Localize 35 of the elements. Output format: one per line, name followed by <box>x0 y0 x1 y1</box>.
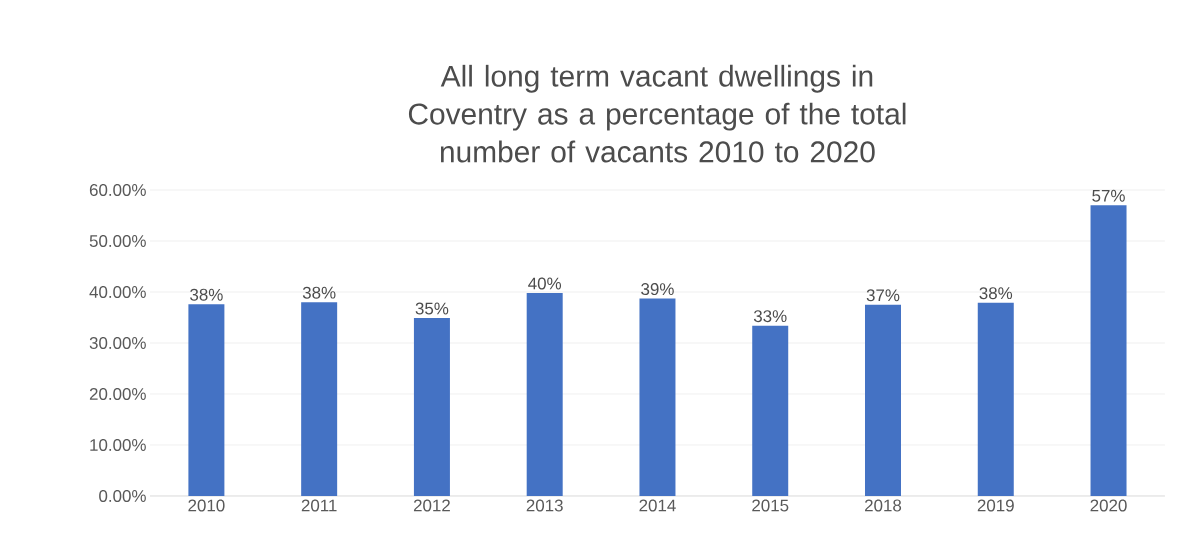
y-tick-label: 40.00% <box>89 285 146 298</box>
x-tick-label: 2010 <box>188 499 225 512</box>
y-tick-label: 20.00% <box>89 387 146 400</box>
x-tick-label: 2012 <box>413 499 450 512</box>
x-tick-label: 2014 <box>639 499 676 512</box>
x-tick-label: 2018 <box>865 499 902 512</box>
bar <box>188 304 225 496</box>
data-label: 33% <box>753 310 787 323</box>
data-label: 35% <box>415 302 449 315</box>
bar <box>413 318 450 496</box>
y-tick-label: 60.00% <box>89 183 146 196</box>
x-tick-label: 2011 <box>301 499 337 512</box>
x-tick-label: 2019 <box>977 499 1014 512</box>
chart-title: All long term vacant dwellings in Coventry as a percentage of the total number of vacants 2010 to 2020 <box>408 64 906 163</box>
data-label: 39% <box>641 283 674 296</box>
bar <box>301 302 338 496</box>
y-tick-label: 50.00% <box>89 234 146 247</box>
y-tick-label: 0.00% <box>99 489 146 502</box>
data-label: 37% <box>866 289 900 302</box>
x-tick-label: 2015 <box>752 499 789 512</box>
data-label: 38% <box>190 288 223 301</box>
y-tick-label: 30.00% <box>89 336 146 349</box>
bar <box>865 304 901 496</box>
data-label: 40% <box>528 277 562 290</box>
bar <box>639 298 676 496</box>
data-label: 57% <box>1092 189 1125 202</box>
data-label: 38% <box>979 287 1013 300</box>
data-label: 38% <box>302 286 336 299</box>
bar <box>752 325 789 496</box>
bar <box>1090 205 1127 496</box>
y-tick-label: 10.00% <box>90 438 146 451</box>
x-tick-label: 2013 <box>526 499 563 512</box>
bar <box>526 293 563 496</box>
bar <box>977 302 1014 496</box>
x-tick-label: 2020 <box>1090 499 1127 512</box>
